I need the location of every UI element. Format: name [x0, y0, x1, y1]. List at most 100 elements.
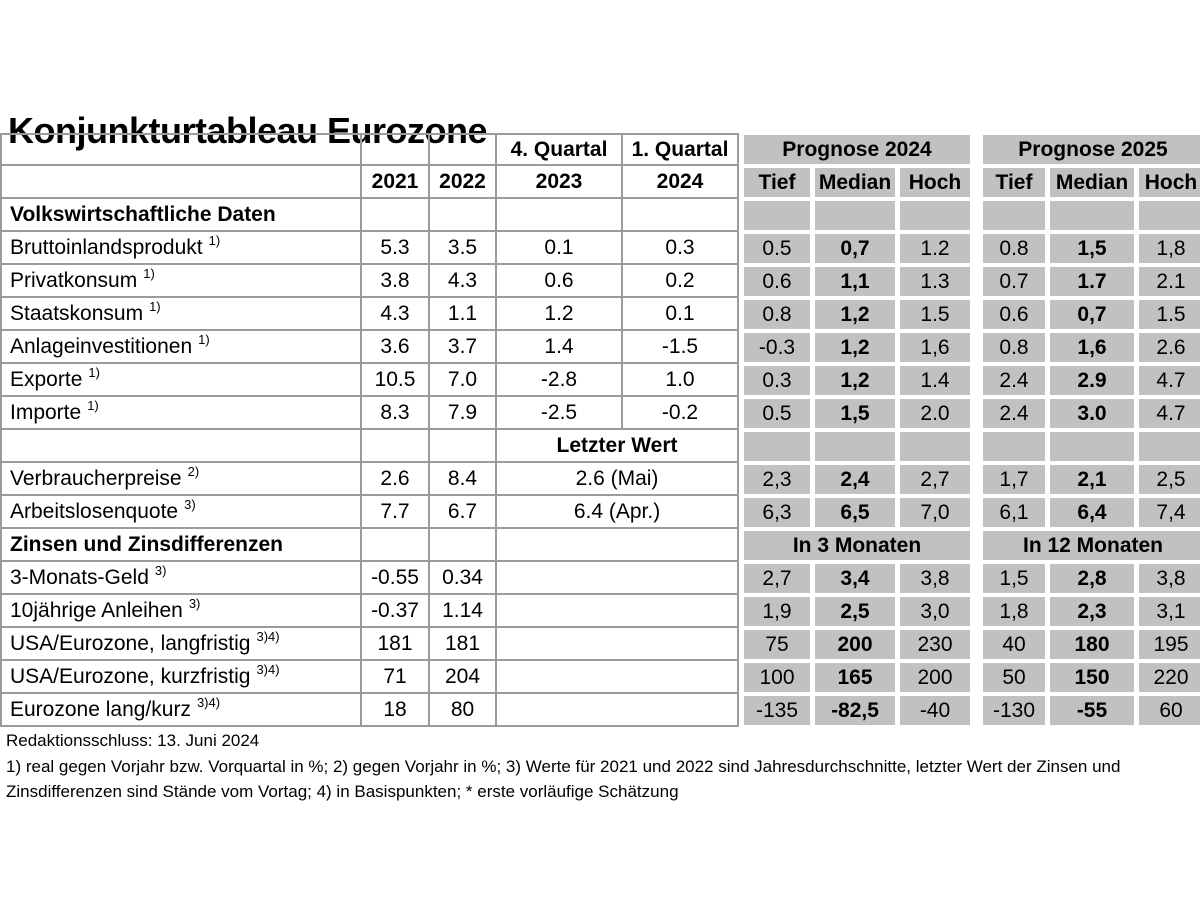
cell-hoch-2024: 2,7	[900, 465, 970, 494]
cell-median-2024: 1,5	[815, 399, 895, 428]
table-row: Privatkonsum 1) 3.8 4.3 0.6 0.2 0.6 1,1 1.3 0.7 1.…	[0, 265, 1200, 298]
row-white-cells: 10jährige Anleihen 3) -0.37 1.14	[0, 595, 739, 628]
cell-2021: 5.3	[362, 232, 430, 265]
row-prognose-cells: 1,9 2,5 3,0 1,8 2,3 3,1	[739, 595, 1200, 628]
cell-median-2025: -55	[1050, 696, 1134, 725]
cell-median-2024: 165	[815, 663, 895, 692]
cell-row-label: Zinsen und Zinsdifferenzen	[2, 529, 362, 562]
cell-hoch-2025: 2.6	[1139, 333, 1200, 362]
cell-tief-2024: -0.3	[744, 333, 810, 362]
table-row: Verbraucherpreise 2) 2.6 8.4 2.6 (Mai) 2,3 2,4…	[0, 463, 1200, 496]
cell-quarter-merged: Letzter Wert	[497, 430, 739, 463]
cell-hoch-2025: 1,8	[1139, 234, 1200, 263]
cell-q1-2024	[623, 199, 739, 232]
row-label-text: Bruttoinlandsprodukt	[10, 235, 203, 259]
cell-tief-2024: 0.5	[744, 399, 810, 428]
cell-2021: 10.5	[362, 364, 430, 397]
cell-2022: 80	[430, 694, 497, 727]
table-row: Zinsen und Zinsdifferenzen In 3 Monaten In…	[0, 529, 1200, 562]
table-row: Arbeitslosenquote 3) 7.7 6.7 6.4 (Apr.) 6,3 6,…	[0, 496, 1200, 529]
table-footer: Redaktionsschluss: 13. Juni 2024 1) real…	[6, 731, 1194, 804]
row-white-cells: 3-Monats-Geld 3) -0.55 0.34	[0, 562, 739, 595]
cell-median-2025: 1.7	[1050, 267, 1134, 296]
cell-hoch-2024: 1.2	[900, 234, 970, 263]
table-row: Anlageinvestitionen 1) 3.6 3.7 1.4 -1.5 -0.3 1,…	[0, 331, 1200, 364]
row-label-text: USA/Eurozone, kurzfristig	[10, 664, 251, 688]
cell-quarter-merged	[497, 628, 739, 661]
cell-row-label: Exporte 1)	[2, 364, 362, 397]
table-row: Volkswirtschaftliche Daten	[0, 199, 1200, 232]
cell-tief-2025: 2.4	[983, 399, 1045, 428]
cell-hoch-2024: 1.3	[900, 267, 970, 296]
row-white-cells: Exporte 1) 10.5 7.0 -2.8 1.0	[0, 364, 739, 397]
row-prognose-cells: -0.3 1,2 1,6 0.8 1,6 2.6	[739, 331, 1200, 364]
cell-row-label	[2, 135, 362, 166]
row-prognose-cells: Prognose 2024 Prognose 2025	[739, 133, 1200, 166]
row-prognose-cells: 0.3 1,2 1.4 2.4 2.9 4.7	[739, 364, 1200, 397]
row-prognose-cells: Tief Median Hoch Tief Median Hoch	[739, 166, 1200, 199]
row-white-cells: USA/Eurozone, langfristig 3)4) 181 181	[0, 628, 739, 661]
cell-median-2025: 1,6	[1050, 333, 1134, 362]
cell-median-2025: 2,1	[1050, 465, 1134, 494]
footnote-ref: 3)	[188, 596, 201, 611]
cell-tief-2025: 1,5	[983, 564, 1045, 593]
cell-row-label: 3-Monats-Geld 3)	[2, 562, 362, 595]
cell-median-2024	[815, 432, 895, 461]
cell-q4-2023	[497, 199, 623, 232]
footnotes: 1) real gegen Vorjahr bzw. Vorquartal in…	[6, 757, 1121, 801]
cell-quarter-merged: 2.6 (Mai)	[497, 463, 739, 496]
cell-tief-2025: 0.8	[983, 333, 1045, 362]
row-label-text: 10jährige Anleihen	[10, 598, 183, 622]
cell-2022: 0.34	[430, 562, 497, 595]
cell-median-2024: 2,5	[815, 597, 895, 626]
cell-q4-2023: 2023	[497, 166, 623, 199]
cell-tief-2025: 0.7	[983, 267, 1045, 296]
cell-median-2024: 0,7	[815, 234, 895, 263]
cell-hoch-2024: 1.5	[900, 300, 970, 329]
cell-tief-2025	[983, 432, 1045, 461]
cell-quarter-merged	[497, 562, 739, 595]
cell-median-2024: 1,2	[815, 366, 895, 395]
row-prognose-cells: 0.6 1,1 1.3 0.7 1.7 2.1	[739, 265, 1200, 298]
row-label-text: Arbeitslosenquote	[10, 499, 179, 523]
cell-q1-2024: 0.2	[623, 265, 739, 298]
cell-2022: 181	[430, 628, 497, 661]
cell-2021: -0.55	[362, 562, 430, 595]
page-title: Konjunkturtableau Eurozone	[8, 110, 488, 152]
row-prognose-cells: 6,3 6,5 7,0 6,1 6,4 7,4	[739, 496, 1200, 529]
row-prognose-cells: 0.5 0,7 1.2 0.8 1,5 1,8	[739, 232, 1200, 265]
cell-q4-2023: -2.5	[497, 397, 623, 430]
cell-tief-2024: 2,7	[744, 564, 810, 593]
table-row: Eurozone lang/kurz 3)4) 18 80 -135 -82,5 -40 -1…	[0, 694, 1200, 727]
table-row: USA/Eurozone, kurzfristig 3)4) 71 204 100 165…	[0, 661, 1200, 694]
cell-2022: 8.4	[430, 463, 497, 496]
row-white-cells: 2021 2022 2023 2024	[0, 166, 739, 199]
row-label-text: USA/Eurozone, langfristig	[10, 631, 251, 655]
cell-median-2024: 3,4	[815, 564, 895, 593]
cell-hoch-2025: 2,5	[1139, 465, 1200, 494]
cell-tief-2024: 0.3	[744, 366, 810, 395]
cell-hoch-2024: 3,8	[900, 564, 970, 593]
table-row: Exporte 1) 10.5 7.0 -2.8 1.0 0.3 1,2 1.4 2.4 2.9 4.…	[0, 364, 1200, 397]
cell-tief-2024: 75	[744, 630, 810, 659]
cell-median-2024: 1,2	[815, 300, 895, 329]
cell-2021	[362, 430, 430, 463]
cell-2021: 8.3	[362, 397, 430, 430]
cell-tief-2024: 6,3	[744, 498, 810, 527]
cell-2021: 2.6	[362, 463, 430, 496]
cell-row-label: USA/Eurozone, kurzfristig 3)4)	[2, 661, 362, 694]
cell-row-label: USA/Eurozone, langfristig 3)4)	[2, 628, 362, 661]
cell-median-2024: 1,2	[815, 333, 895, 362]
cell-2021: 18	[362, 694, 430, 727]
cell-2022: 3.7	[430, 331, 497, 364]
row-label-text: Privatkonsum	[10, 268, 138, 292]
row-label-text: Zinsen und Zinsdifferenzen	[10, 532, 284, 556]
cell-tief-2025: 40	[983, 630, 1045, 659]
cell-hoch-2025: 2.1	[1139, 267, 1200, 296]
cell-tief-2025: 1,7	[983, 465, 1045, 494]
row-prognose-cells	[739, 430, 1200, 463]
cell-median-2025: 6,4	[1050, 498, 1134, 527]
footnote-ref: 3)4)	[256, 662, 280, 677]
cell-tief-2025: 2.4	[983, 366, 1045, 395]
row-white-cells: Bruttoinlandsprodukt 1) 5.3 3.5 0.1 0.3	[0, 232, 739, 265]
